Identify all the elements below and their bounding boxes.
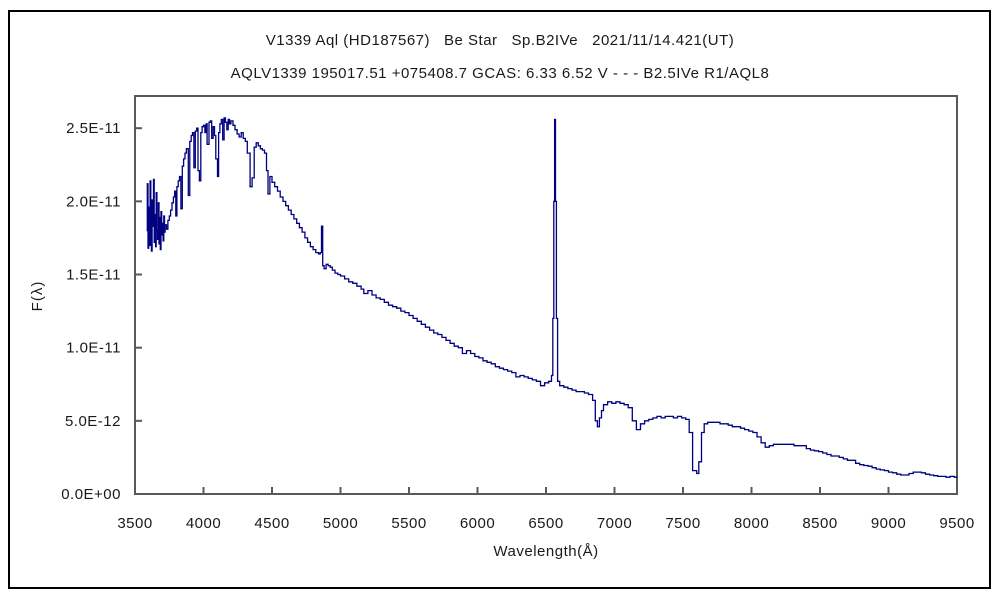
y-tick-label: 2.5E-11 xyxy=(66,120,121,137)
x-tick-label: 9000 xyxy=(871,515,906,532)
x-tick-label: 7500 xyxy=(665,515,700,532)
y-tick-label: 5.0E-12 xyxy=(65,413,121,430)
plot-frame xyxy=(134,95,958,495)
x-tick-label: 8500 xyxy=(802,515,837,532)
x-tick-label: 8000 xyxy=(734,515,769,532)
x-axis-label: Wavelength(Å) xyxy=(493,543,599,560)
spectrum-curve xyxy=(146,117,958,478)
x-tick-label: 6000 xyxy=(460,515,495,532)
x-tick-label: 9500 xyxy=(939,515,974,532)
y-tick-label: 0.0E+00 xyxy=(61,486,121,503)
y-tick-label: 1.0E-11 xyxy=(66,340,121,357)
y-tick-label: 1.5E-11 xyxy=(66,267,121,284)
x-tick-label: 4000 xyxy=(186,515,221,532)
y-tick-label: 2.0E-11 xyxy=(66,193,121,210)
x-tick-label: 5500 xyxy=(391,515,426,532)
x-tick-label: 3500 xyxy=(117,515,152,532)
x-tick-label: 4500 xyxy=(254,515,289,532)
x-tick-label: 5000 xyxy=(323,515,358,532)
x-tick-label: 7000 xyxy=(597,515,632,532)
x-tick-label: 6500 xyxy=(528,515,563,532)
chart-title-line2: AQLV1339 195017.51 +075408.7 GCAS: 6.33 … xyxy=(230,65,770,82)
chart-title-line1: V1339 Aql (HD187567) Be Star Sp.B2IVe 20… xyxy=(265,32,735,49)
